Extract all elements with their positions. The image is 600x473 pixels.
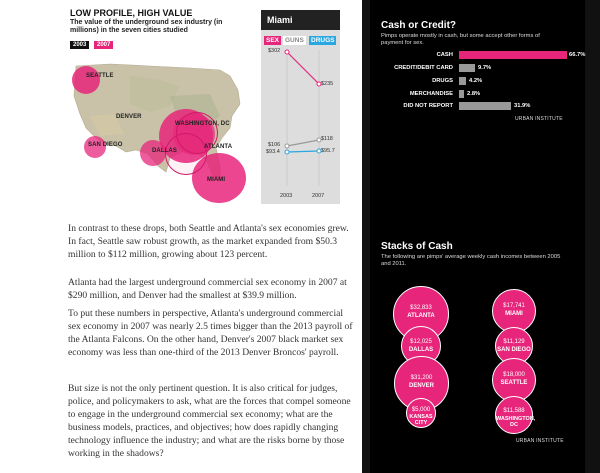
point-guns-2007 — [316, 137, 322, 143]
map-label-denver: DENVER — [116, 114, 142, 120]
map-label-atlanta: ATLANTA — [204, 144, 233, 150]
circle-washington-dc: $11,588 WASHINGTON, DC — [495, 396, 535, 434]
bar-label-cash: CASH — [436, 52, 453, 58]
stacks-title: Stacks of Cash — [381, 241, 453, 252]
miami-guns-2007: $118 — [321, 136, 333, 142]
miami-x-2007: 2007 — [312, 193, 325, 199]
miami-guns-2003: $106 — [268, 142, 281, 148]
miami-drugs-2003: $93.4 — [266, 149, 280, 155]
bar-no-report — [459, 102, 511, 110]
map-label-seattle: SEATTLE — [86, 73, 114, 79]
bar-drugs — [459, 77, 466, 85]
circle-seattle: $18,000 SEATTLE — [492, 358, 536, 402]
point-drugs-2007 — [316, 148, 322, 154]
article-paragraph: To put these numbers in perspective, Atl… — [68, 308, 353, 358]
tab-drugs[interactable]: DRUGS — [309, 36, 337, 45]
bar-merch — [459, 90, 464, 98]
bubble-san-diego-2007 — [84, 136, 106, 158]
miami-sex-2003: $302 — [268, 48, 281, 54]
line-guns — [286, 139, 320, 147]
legend-2003: 2003 — [70, 41, 90, 49]
line-drugs — [286, 150, 320, 153]
map-label-miami: MIAMI — [207, 177, 226, 183]
bar-card — [459, 64, 475, 72]
cash-credit-title: Cash or Credit? — [381, 20, 457, 31]
line-sex — [286, 51, 320, 85]
bar-value-card: 9.7% — [478, 65, 492, 71]
point-drugs-2003 — [284, 149, 290, 155]
legend-2007: 2007 — [94, 41, 114, 49]
map-label-dallas: DALLAS — [152, 148, 177, 154]
tab-guns[interactable]: GUNS — [283, 36, 306, 45]
stacks-subtitle: The following are pimps' average weekly … — [381, 254, 561, 267]
bar-value-no-report: 31.9% — [514, 103, 531, 109]
bar-label-no-report: DID NOT REPORT — [403, 103, 453, 109]
point-guns-2003 — [284, 143, 290, 149]
right-sidebar: Cash or Credit? Pimps operate mostly in … — [362, 0, 600, 473]
map-label-dc: WASHINGTON, DC — [175, 121, 230, 127]
sidebar-panel: Cash or Credit? Pimps operate mostly in … — [370, 0, 585, 473]
miami-x-2003: 2003 — [280, 193, 293, 199]
bar-label-drugs: DRUGS — [432, 78, 453, 84]
point-sex-2003 — [284, 49, 290, 55]
bubble-dallas-2007 — [140, 140, 166, 166]
map-label-san-diego: SAN DIEGO — [88, 142, 123, 148]
miami-sex-2007: $235 — [321, 81, 334, 87]
miami-panel-title: Miami — [261, 10, 340, 30]
bar-label-merch: MERCHANDISE — [409, 91, 453, 97]
article-paragraph: But size is not the only pertinent quest… — [68, 383, 351, 459]
bar-value-merch: 2.8% — [467, 91, 481, 97]
cash-credit-subtitle: Pimps operate mostly in cash, but some a… — [381, 33, 540, 46]
bar-label-card: CREDIT/DEBIT CARD — [394, 65, 453, 71]
miami-drugs-2007: $95.7 — [321, 148, 335, 154]
circle-kansas-city: $5,000 KANSAS CITY — [406, 398, 436, 428]
article-paragraph: Atlanta had the largest underground comm… — [68, 277, 347, 301]
bubble-atlanta-2003 — [165, 133, 207, 175]
graphic-title: LOW PROFILE, HIGH VALUE — [70, 8, 193, 18]
urban-institute-logo-2: URBAN INSTITUTE — [516, 438, 564, 444]
bar-cash — [459, 51, 567, 59]
bar-value-drugs: 4.2% — [469, 78, 483, 84]
bar-value-cash: 66.7% — [569, 52, 586, 58]
article-paragraph: In contrast to these drops, both Seattle… — [68, 223, 349, 260]
miami-panel: Miami SEX GUNS DRUGS $302 $235 $106 $118… — [261, 10, 340, 204]
circle-miami: $17,741 MIAMI — [492, 289, 536, 333]
left-column: LOW PROFILE, HIGH VALUE The value of the… — [68, 8, 353, 459]
miami-line-chart — [284, 49, 322, 186]
tab-sex[interactable]: SEX — [264, 36, 282, 45]
point-sex-2007 — [316, 81, 322, 87]
graphic-subtitle: The value of the underground sex industr… — [70, 19, 223, 34]
bubble-seattle-2007 — [72, 66, 100, 94]
urban-institute-logo: URBAN INSTITUTE — [515, 116, 563, 122]
